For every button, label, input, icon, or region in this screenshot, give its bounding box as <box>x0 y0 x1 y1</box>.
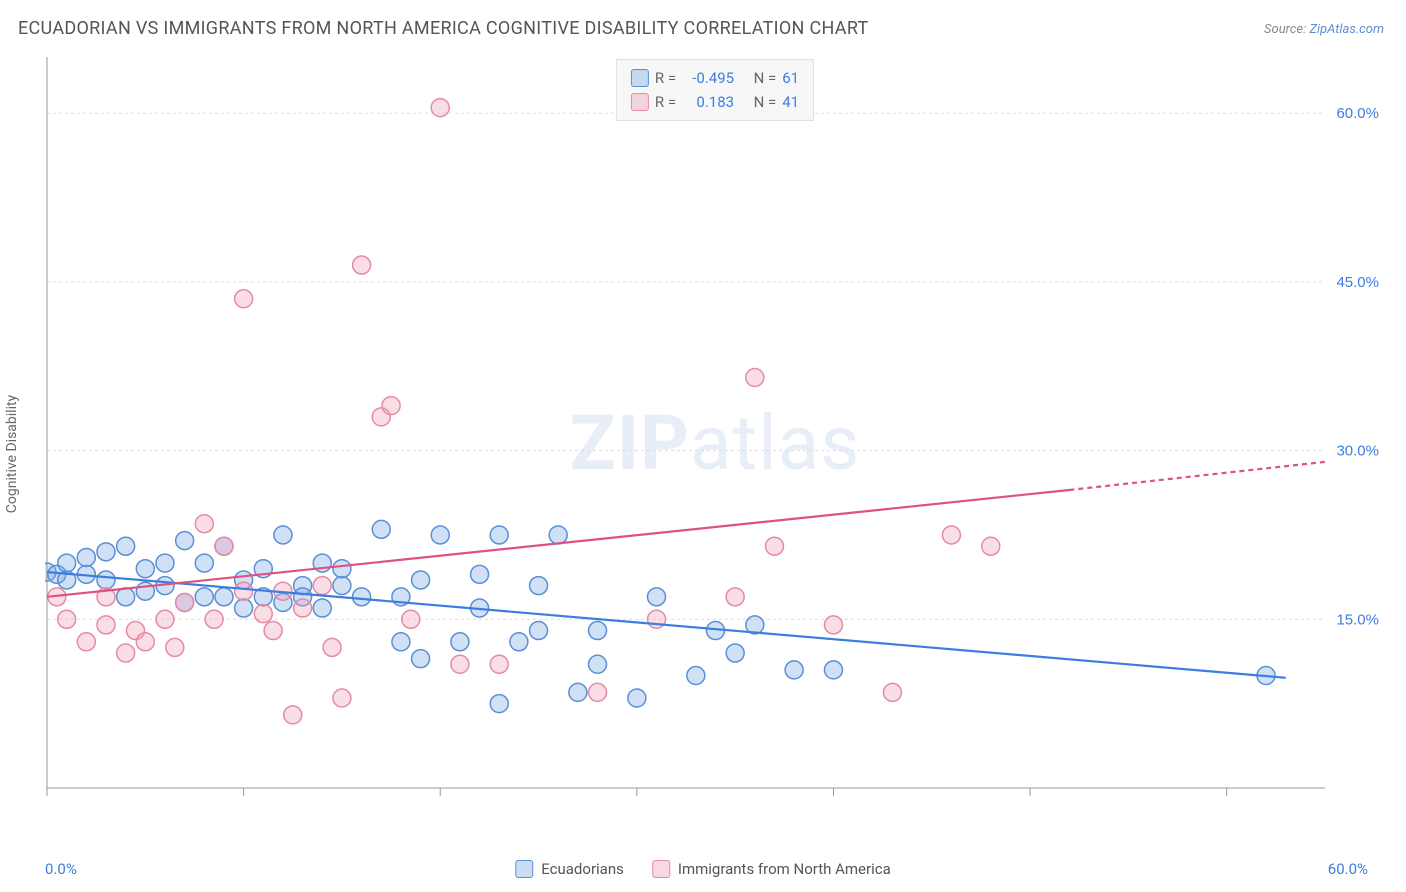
source-link[interactable]: ZipAtlas.com <box>1309 22 1384 37</box>
source-attribution: Source: ZipAtlas.com <box>1264 22 1384 37</box>
y-axis-label: Cognitive Disability <box>4 395 20 513</box>
r-label-2: R = <box>655 90 676 114</box>
r-label: R = <box>655 66 676 90</box>
svg-text:45.0%: 45.0% <box>1336 274 1379 291</box>
r-value-pink: 0.183 <box>682 90 734 114</box>
legend-label-blue: Ecuadorians <box>541 860 624 878</box>
x-axis-min-label: 0.0% <box>45 860 77 878</box>
svg-text:60.0%: 60.0% <box>1336 105 1379 122</box>
r-value-blue: -0.495 <box>682 66 734 90</box>
x-axis-max-label: 60.0% <box>1328 860 1368 878</box>
stats-row-blue: R = -0.495 N = 61 <box>631 66 799 90</box>
swatch-pink-icon <box>631 93 649 111</box>
plot-area: ZIPatlas 15.0%30.0%45.0%60.0% R = -0.495… <box>45 55 1385 830</box>
n-label: N = <box>754 66 777 90</box>
legend-item-blue: Ecuadorians <box>515 860 624 878</box>
n-value-blue: 61 <box>782 66 799 90</box>
stats-row-pink: R = 0.183 N = 41 <box>631 90 799 114</box>
n-value-pink: 41 <box>782 90 799 114</box>
source-prefix: Source: <box>1264 22 1309 37</box>
chart-title: ECUADORIAN VS IMMIGRANTS FROM NORTH AMER… <box>18 18 869 39</box>
legend-label-pink: Immigrants from North America <box>678 860 891 878</box>
series-legend: Ecuadorians Immigrants from North Americ… <box>515 860 890 878</box>
scatter-chart-svg: 15.0% 30.0% 45.0% 60.0% <box>45 55 1385 830</box>
chart-container: ECUADORIAN VS IMMIGRANTS FROM NORTH AMER… <box>0 0 1406 892</box>
legend-item-pink: Immigrants from North America <box>652 860 891 878</box>
n-label-2: N = <box>754 90 777 114</box>
swatch-blue-icon <box>631 69 649 87</box>
svg-text:30.0%: 30.0% <box>1336 443 1379 460</box>
stats-legend: R = -0.495 N = 61 R = 0.183 N = 41 <box>616 59 814 121</box>
svg-text:15.0%: 15.0% <box>1336 611 1379 628</box>
legend-swatch-blue-icon <box>515 860 533 878</box>
legend-swatch-pink-icon <box>652 860 670 878</box>
